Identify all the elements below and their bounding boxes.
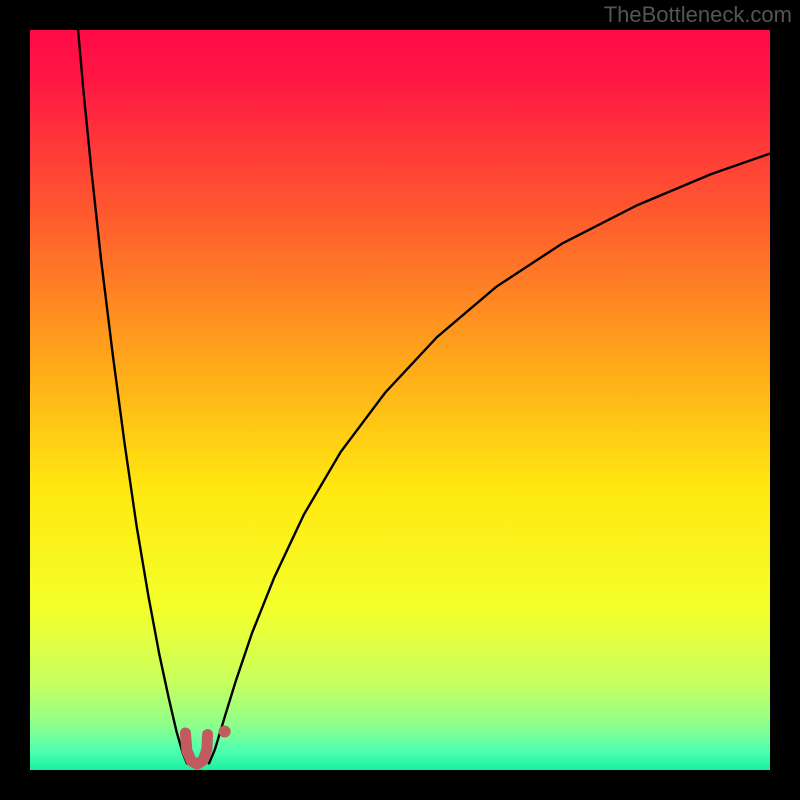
bottleneck-chart bbox=[0, 0, 800, 800]
plot-area bbox=[30, 30, 770, 770]
dip-dot bbox=[219, 726, 231, 738]
chart-stage: TheBottleneck.com bbox=[0, 0, 800, 800]
watermark-text: TheBottleneck.com bbox=[604, 2, 792, 28]
